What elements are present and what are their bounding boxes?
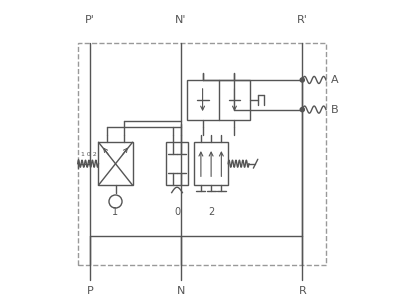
Text: 1 0 2: 1 0 2 [81, 152, 96, 157]
Bar [78, 43, 326, 265]
Text: 1: 1 [112, 207, 118, 217]
Text: 2: 2 [208, 207, 214, 217]
Text: N': N' [175, 15, 186, 25]
Text: R': R' [297, 15, 308, 25]
Circle shape [300, 78, 304, 82]
Bar [194, 142, 228, 185]
Text: A: A [330, 75, 338, 85]
Text: B: B [330, 105, 338, 115]
Text: 0: 0 [174, 207, 180, 217]
Text: P: P [87, 286, 94, 296]
Bar [98, 142, 132, 185]
Text: P': P' [85, 15, 95, 25]
Text: R: R [298, 286, 306, 296]
Circle shape [300, 107, 304, 112]
Bar [166, 142, 188, 185]
Text: N: N [176, 286, 185, 296]
Bar [187, 80, 250, 120]
